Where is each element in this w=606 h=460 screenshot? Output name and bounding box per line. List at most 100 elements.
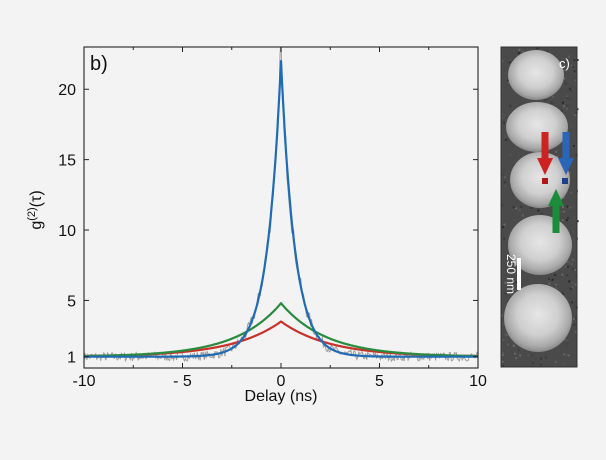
sem-speckle [530, 206, 533, 209]
sem-speckle [571, 301, 574, 304]
sem-speckle [536, 47, 539, 50]
sem-speckle [537, 209, 540, 212]
green-arrow [548, 189, 564, 233]
sem-speckle [554, 360, 557, 363]
series-raw-data [84, 47, 478, 363]
sem-speckle [573, 145, 576, 148]
sem-speckle [573, 323, 576, 326]
sem-speckle [555, 150, 558, 153]
sem-speckle [503, 176, 506, 179]
sem-speckle [502, 87, 505, 90]
sem-speckle [559, 211, 562, 214]
sem-speckle [517, 348, 520, 351]
sem-speckle [563, 77, 566, 80]
sem-speckle [560, 110, 563, 113]
sem-speckle [572, 268, 575, 271]
x-tick-label: 10 [469, 373, 487, 390]
x-axis-label: Delay (ns) [245, 388, 318, 405]
sem-speckle [568, 172, 571, 175]
sem-speckle [568, 151, 571, 153]
nanodisk [504, 284, 572, 352]
sem-speckle [575, 83, 578, 85]
sem-speckle [574, 268, 577, 271]
sem-speckle [551, 95, 554, 98]
sem-speckle [502, 339, 505, 342]
sem-speckle [534, 357, 537, 360]
sem-speckle [554, 273, 557, 276]
sem-speckle [505, 138, 507, 141]
sem-speckle [527, 277, 530, 280]
sem-speckle [502, 354, 504, 357]
sem-speckle [502, 119, 505, 122]
sem-speckle [545, 356, 548, 359]
sem-speckle [507, 139, 510, 141]
sem-speckle [513, 283, 515, 286]
sem-speckle [574, 330, 577, 333]
sem-speckle [518, 48, 521, 51]
emitter-marker-blue [562, 178, 568, 184]
sem-speckle [568, 87, 571, 90]
sem-speckle [570, 192, 573, 194]
sem-speckle [502, 113, 505, 116]
sem-speckle [527, 354, 530, 357]
sem-speckle [565, 58, 568, 61]
sem-speckle [513, 291, 515, 294]
sem-speckle [508, 278, 511, 281]
sem-speckle [501, 314, 504, 317]
sem-speckle [564, 69, 567, 72]
sem-speckle [505, 334, 508, 337]
sem-speckle [564, 60, 566, 63]
x-tick-label: -10 [72, 373, 95, 390]
sem-speckle [570, 64, 573, 67]
sem-speckle [504, 292, 507, 295]
sem-speckle [562, 363, 565, 366]
sem-speckle [561, 273, 564, 276]
sem-speckle [575, 317, 578, 320]
sem-speckle [507, 343, 510, 346]
sem-speckle [551, 278, 554, 281]
y-tick-label: 1 [67, 350, 76, 367]
sem-speckle [556, 155, 559, 158]
scale-bar-label: 250 nm [504, 254, 518, 294]
sem-speckle [568, 280, 571, 283]
y-tick-label: 15 [58, 153, 76, 170]
sem-speckle [568, 261, 571, 264]
sem-speckle [510, 153, 512, 156]
series-layer [84, 47, 478, 363]
sem-speckle [520, 205, 523, 208]
sem-speckle [573, 70, 576, 73]
red-arrow [537, 132, 553, 175]
sem-speckle [562, 101, 564, 104]
sem-speckle [565, 219, 568, 222]
y-axis-label: g(2)(τ) [26, 190, 45, 229]
sem-speckle [568, 55, 571, 58]
sem-speckle [512, 344, 515, 347]
scale-bar [517, 258, 521, 290]
sem-speckle [501, 173, 504, 176]
sem-speckle [501, 204, 503, 207]
sem-speckle [509, 105, 512, 108]
sem-speckle [566, 104, 569, 107]
sem-speckle [575, 145, 578, 148]
sem-speckle [561, 219, 564, 222]
sem-speckle [504, 184, 506, 187]
sem-speckle [503, 223, 506, 226]
sem-speckle [561, 268, 564, 271]
panel-b-label: b) [90, 53, 108, 75]
sem-speckle [572, 229, 575, 232]
y-tick-label: 20 [58, 82, 76, 99]
sem-speckle [567, 92, 570, 95]
sem-speckle [550, 101, 553, 104]
sem-speckle [564, 265, 567, 268]
sem-panel: c) 250 nm [500, 46, 579, 368]
sem-speckle [502, 60, 505, 62]
sem-speckle [563, 196, 565, 199]
sem-speckle [502, 226, 505, 229]
sem-speckle [510, 111, 513, 114]
sem-speckle [562, 105, 565, 108]
sem-speckle [514, 352, 516, 355]
sem-speckle [509, 58, 512, 60]
sem-speckle [522, 50, 525, 53]
x-tick-label: - 5 [173, 373, 192, 390]
